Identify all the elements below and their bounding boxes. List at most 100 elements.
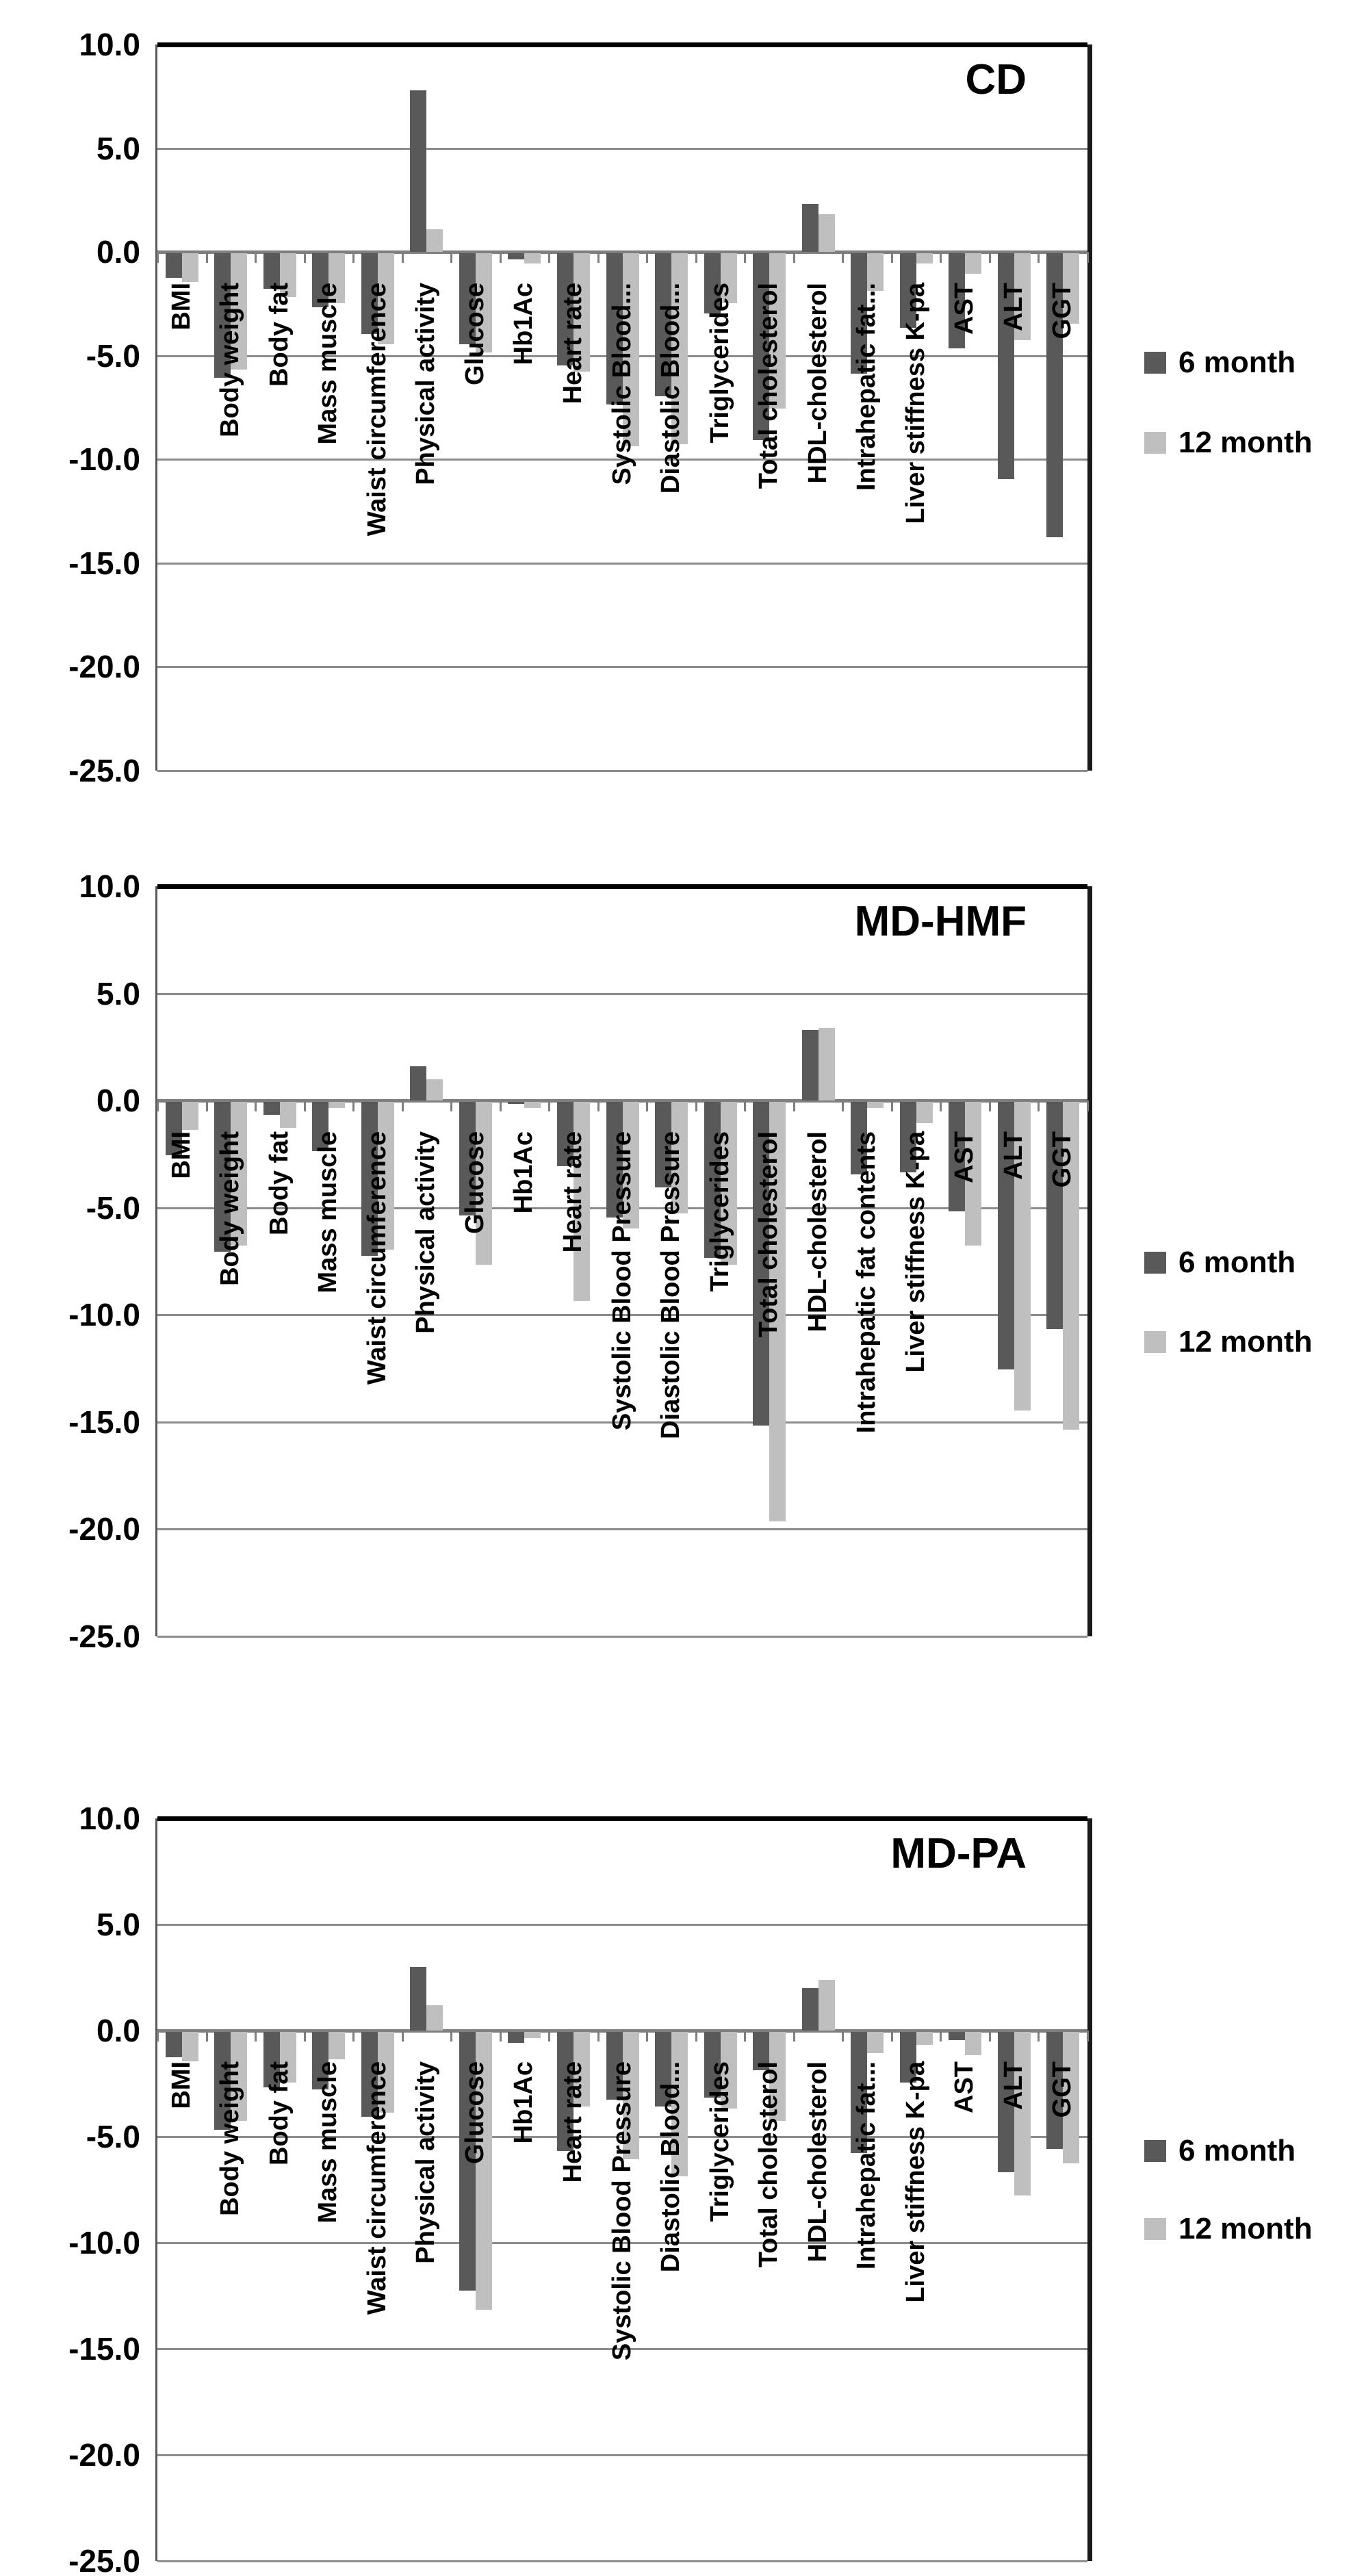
y-axis-tick-label: 5.0 — [96, 1907, 140, 1942]
category-axis-tick — [303, 1100, 306, 1111]
bar-6month-Waist circumference — [361, 1102, 378, 1257]
category-label: Heart rate — [558, 2061, 587, 2183]
gridline--20 — [157, 1528, 1087, 1530]
bar-12month-Body weight — [231, 2032, 248, 2122]
bar-6month-Body fat — [263, 1102, 280, 1115]
category-label: Intrahepatic fat contents — [852, 1131, 881, 1434]
chart-title: MD-PA — [890, 1830, 1027, 1877]
category-label: Body fat — [264, 2061, 294, 2165]
category-label: Hb1Ac — [509, 2061, 539, 2144]
bar-6month-Diastolic Blood... — [655, 253, 672, 397]
category-axis-tick — [157, 2031, 159, 2042]
category-label: ALT — [998, 283, 1028, 332]
plot-border-right — [1087, 1818, 1092, 2561]
category-axis-tick — [792, 252, 795, 263]
category-axis-tick — [597, 2031, 600, 2042]
category-axis-tick — [548, 2031, 551, 2042]
bar-6month-Heart rate — [556, 2032, 574, 2151]
bar-12month-GGT — [1063, 253, 1080, 324]
bar-6month-Heart rate — [556, 253, 574, 365]
category-axis-tick — [303, 252, 306, 263]
category-axis-tick — [499, 1100, 502, 1111]
category-axis-tick — [1087, 252, 1089, 263]
legend-marker-12month — [1144, 2218, 1166, 2240]
gridline--10 — [157, 459, 1087, 461]
category-label: GGT — [1048, 1131, 1077, 1188]
bar-12month-Physical activity — [426, 1079, 443, 1100]
category-label: Triglycerides — [705, 2061, 734, 2222]
category-label: Glucose — [460, 1131, 489, 1234]
category-label: GGT — [1048, 283, 1077, 339]
category-axis-tick — [744, 2031, 747, 2042]
category-label: Body weight — [216, 1131, 245, 1286]
bar-6month-Physical activity — [410, 1967, 427, 2031]
bar-12month-HDL-cholesterol — [818, 214, 835, 252]
category-axis-tick — [205, 252, 208, 263]
legend-item-6month: 6 month — [1144, 1246, 1296, 1280]
bar-6month-Hb1Ac — [508, 253, 525, 260]
category-axis-tick — [548, 1100, 551, 1111]
bar-12month-BMI — [181, 253, 198, 283]
gridline-5 — [157, 147, 1087, 150]
category-axis-tick — [1038, 252, 1040, 263]
category-axis-tick — [450, 1100, 453, 1111]
y-axis-tick-label: -15.0 — [68, 545, 140, 581]
bar-12month-Diastolic Blood Pressure — [671, 1102, 688, 1213]
gridline-5 — [157, 992, 1087, 995]
category-label: Intrahepatic fat... — [852, 283, 881, 491]
bar-6month-Triglycerides — [704, 253, 721, 313]
y-axis-tick-label: 10.0 — [79, 868, 140, 904]
category-label: Triglycerides — [705, 283, 734, 443]
gridline--15 — [157, 562, 1087, 565]
bar-6month-Glucose — [459, 2032, 476, 2291]
bar-12month-GGT — [1063, 1102, 1080, 1430]
category-axis-tick — [988, 1100, 991, 1111]
y-axis-tick-label: -10.0 — [68, 441, 140, 477]
gridline--20 — [157, 2454, 1087, 2456]
bar-6month-Heart rate — [556, 1102, 574, 1166]
legend-item-6month: 6 month — [1144, 346, 1296, 380]
bar-12month-Glucose — [475, 1102, 492, 1265]
category-axis-tick — [157, 252, 159, 263]
category-axis-tick — [303, 2031, 306, 2042]
chart-title: CD — [965, 56, 1027, 103]
bar-6month-HDL-cholesterol — [801, 1988, 819, 2031]
plot-border-top — [157, 1816, 1087, 1821]
category-label: Diastolic Blood Pressure — [656, 1131, 686, 1439]
legend-item-6month: 6 month — [1144, 2134, 1296, 2168]
bar-12month-Liver stiffness K-pa — [916, 253, 933, 264]
category-axis-tick — [352, 2031, 355, 2042]
bar-6month-Body fat — [263, 2032, 280, 2087]
zero-axis-line — [157, 250, 1087, 254]
bar-6month-ALT — [997, 253, 1014, 480]
bar-6month-Intrahepatic fat... — [851, 2032, 868, 2153]
category-label: GGT — [1048, 2061, 1077, 2118]
category-label: Liver stiffness K-pa — [901, 2061, 930, 2303]
bar-12month-Liver stiffness K-pa — [916, 1102, 933, 1124]
category-axis-tick — [792, 2031, 795, 2042]
bar-12month-AST — [965, 1102, 982, 1246]
category-label: Heart rate — [558, 1131, 587, 1253]
bar-6month-AST — [949, 253, 966, 349]
bar-12month-Glucose — [475, 253, 492, 353]
bar-12month-Liver stiffness K-pa — [916, 2032, 933, 2045]
category-axis-tick — [255, 1100, 257, 1111]
bar-6month-Liver stiffness K-pa — [899, 2032, 916, 2083]
category-label: Diastolic Blood... — [656, 283, 686, 494]
gridline--10 — [157, 1314, 1087, 1316]
legend-marker-6month — [1144, 352, 1166, 374]
legend-label: 6 month — [1178, 2134, 1296, 2167]
category-axis-tick — [646, 252, 649, 263]
bar-6month-Systolic Blood Pressure — [606, 1102, 623, 1218]
chart-title: MD-HMF — [854, 898, 1027, 945]
bar-6month-Diastolic Blood... — [655, 2032, 672, 2107]
bar-6month-Systolic Blood Pressure — [606, 2032, 623, 2100]
bar-6month-Waist circumference — [361, 253, 378, 335]
legend-marker-12month — [1144, 1331, 1166, 1353]
category-axis-tick — [205, 1100, 208, 1111]
category-axis-tick — [988, 2031, 991, 2042]
bar-6month-Body fat — [263, 253, 280, 289]
category-axis-tick — [744, 252, 747, 263]
category-label: Total cholesterol — [754, 1131, 784, 1338]
category-label: Physical activity — [411, 2061, 441, 2264]
